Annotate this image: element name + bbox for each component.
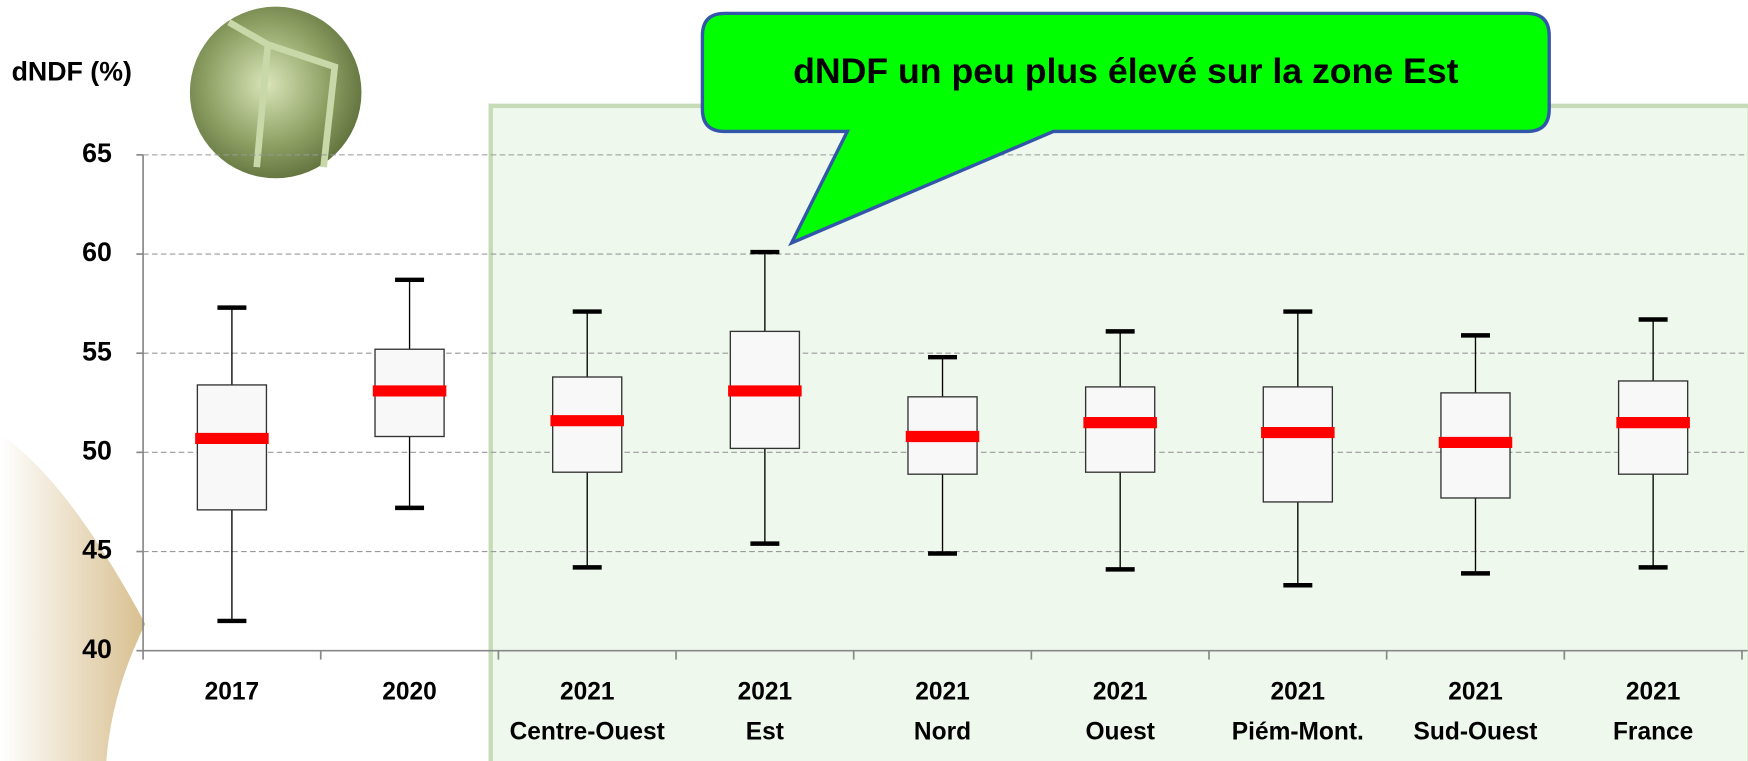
photo	[189, 6, 362, 179]
x-tick-label: France	[1613, 719, 1693, 746]
x-tick-label: 2021	[738, 679, 793, 706]
x-tick-label: 2017	[205, 679, 260, 706]
x-tick-label: 2021	[1271, 679, 1326, 706]
x-tick-label: Est	[746, 719, 784, 746]
x-tick-label: 2021	[1626, 679, 1681, 706]
x-tick-label: 2021	[915, 679, 970, 706]
y-tick-label: 55	[82, 336, 112, 366]
x-tick-label: Ouest	[1085, 719, 1154, 746]
x-tick-label: Centre-Ouest	[510, 719, 665, 746]
box	[1262, 386, 1334, 503]
box	[1084, 386, 1156, 473]
y-tick-label: 60	[82, 237, 112, 267]
callout	[700, 11, 1551, 247]
x-tick-label: Piém-Mont.	[1232, 719, 1364, 746]
y-tick-label: 50	[82, 435, 112, 465]
x-tick-label: Nord	[914, 719, 971, 746]
box	[196, 384, 268, 511]
y-tick-label: 45	[82, 535, 112, 565]
annotation: dNDF un peu plus élevé sur la zone Est	[793, 51, 1459, 91]
y-axis-label: dNDF (%)	[12, 57, 132, 87]
photo-detail	[227, 19, 339, 168]
x-tick-label: Sud-Ouest	[1414, 719, 1538, 746]
x-tick-label: 2021	[560, 679, 615, 706]
y-tick-label: 40	[82, 634, 112, 664]
y-tick-label: 65	[82, 138, 112, 168]
decoration	[0, 434, 146, 761]
x-tick-label: 2020	[382, 679, 437, 706]
x-tick-label: 2021	[1093, 679, 1148, 706]
x-tick-label: 2021	[1448, 679, 1503, 706]
